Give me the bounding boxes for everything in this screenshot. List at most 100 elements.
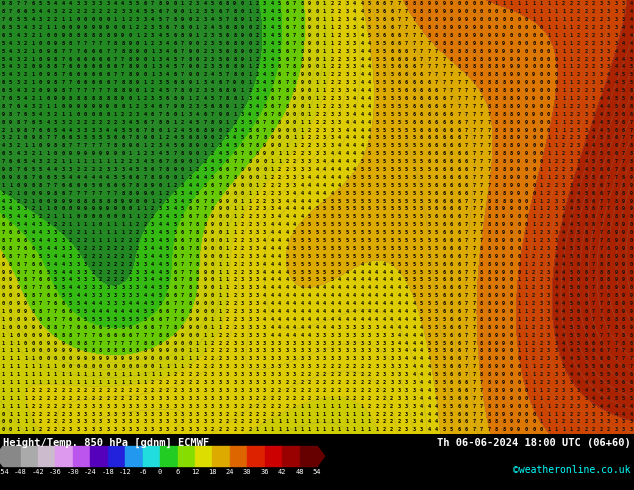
Text: 6: 6 <box>2 25 4 30</box>
Text: 1: 1 <box>330 17 333 22</box>
Text: 5: 5 <box>390 64 393 70</box>
Text: 5: 5 <box>435 325 438 330</box>
Text: 3: 3 <box>330 135 333 141</box>
Text: 3: 3 <box>301 159 304 164</box>
Text: 5: 5 <box>323 254 326 259</box>
Text: 4: 4 <box>398 293 401 298</box>
Text: 2: 2 <box>308 372 311 377</box>
Text: 3: 3 <box>285 183 288 188</box>
Text: 4: 4 <box>368 270 371 274</box>
Text: 2: 2 <box>577 412 580 416</box>
Text: 5: 5 <box>278 17 281 22</box>
Text: 6: 6 <box>435 88 438 93</box>
Text: 7: 7 <box>465 96 468 101</box>
Text: 1: 1 <box>16 388 20 393</box>
Text: 3: 3 <box>121 412 124 416</box>
Text: 8: 8 <box>495 88 498 93</box>
Text: 4: 4 <box>263 285 266 291</box>
Text: 5: 5 <box>353 254 356 259</box>
Text: 3: 3 <box>569 175 573 180</box>
Text: 0: 0 <box>517 412 521 416</box>
Text: 5: 5 <box>585 356 588 361</box>
Text: 3: 3 <box>271 372 274 377</box>
Text: 2: 2 <box>562 1 565 6</box>
Text: 9: 9 <box>457 25 460 30</box>
Text: 8: 8 <box>76 33 79 38</box>
Text: 9: 9 <box>510 41 513 46</box>
Text: 8: 8 <box>263 135 266 141</box>
Text: 8: 8 <box>196 135 199 141</box>
Text: 30: 30 <box>243 469 252 475</box>
Text: 8: 8 <box>301 25 304 30</box>
Text: 1: 1 <box>2 183 4 188</box>
Text: 1: 1 <box>316 427 318 432</box>
Text: 0: 0 <box>16 317 20 322</box>
Text: 6: 6 <box>278 80 281 85</box>
Text: 8: 8 <box>285 104 288 109</box>
Text: 4: 4 <box>360 64 363 70</box>
Text: 4: 4 <box>301 309 304 314</box>
Text: 1: 1 <box>540 183 543 188</box>
Text: 6: 6 <box>457 293 460 298</box>
Text: 4: 4 <box>346 285 349 291</box>
Text: 5: 5 <box>577 206 580 211</box>
Text: 2: 2 <box>24 49 27 53</box>
Text: 0: 0 <box>517 222 521 227</box>
Text: 9: 9 <box>502 348 505 353</box>
Text: 2: 2 <box>368 380 371 385</box>
Text: 2: 2 <box>585 88 588 93</box>
Text: 5: 5 <box>263 96 266 101</box>
Text: 4: 4 <box>398 333 401 338</box>
Text: 4: 4 <box>271 262 274 267</box>
Text: 6: 6 <box>99 49 102 53</box>
Text: 4: 4 <box>158 33 162 38</box>
Text: 3: 3 <box>346 80 349 85</box>
Text: 9: 9 <box>622 301 625 306</box>
Text: 3: 3 <box>256 333 259 338</box>
Text: 3: 3 <box>308 167 311 172</box>
Text: 7: 7 <box>143 127 146 132</box>
Text: 0: 0 <box>510 364 513 369</box>
Text: 2: 2 <box>592 33 595 38</box>
Text: 4: 4 <box>375 277 378 282</box>
Text: 3: 3 <box>293 364 296 369</box>
Text: 7: 7 <box>181 285 184 291</box>
Text: 4: 4 <box>46 120 49 124</box>
Text: 5: 5 <box>405 135 408 141</box>
Text: 6: 6 <box>188 214 191 220</box>
Text: 2: 2 <box>54 159 57 164</box>
Text: 3: 3 <box>241 112 244 117</box>
Text: 5: 5 <box>390 143 393 148</box>
Text: 9: 9 <box>502 238 505 243</box>
Text: 2: 2 <box>390 404 393 409</box>
Text: 5: 5 <box>398 175 401 180</box>
Text: 9: 9 <box>472 25 476 30</box>
Text: 9: 9 <box>188 317 191 322</box>
Text: 8: 8 <box>502 427 505 432</box>
Text: 1: 1 <box>517 285 521 291</box>
Text: 2: 2 <box>316 380 318 385</box>
Text: 9: 9 <box>151 183 154 188</box>
Text: 7: 7 <box>435 80 438 85</box>
Text: 3: 3 <box>91 293 94 298</box>
Text: 5: 5 <box>427 191 430 196</box>
Text: 9: 9 <box>614 262 618 267</box>
Text: 9: 9 <box>113 33 117 38</box>
Text: 7: 7 <box>614 159 618 164</box>
Text: 4: 4 <box>427 412 430 416</box>
Text: 8: 8 <box>435 25 438 30</box>
Text: 0: 0 <box>540 135 543 141</box>
Text: 2: 2 <box>330 88 333 93</box>
Text: 5: 5 <box>390 175 393 180</box>
Text: 7: 7 <box>488 183 491 188</box>
Text: 2: 2 <box>547 222 550 227</box>
Text: 5: 5 <box>285 254 288 259</box>
Text: 5: 5 <box>398 88 401 93</box>
Text: 8: 8 <box>54 49 57 53</box>
Text: 1: 1 <box>181 1 184 6</box>
Text: 7: 7 <box>480 238 483 243</box>
Text: 1: 1 <box>46 104 49 109</box>
Text: 5: 5 <box>338 238 341 243</box>
Text: 5: 5 <box>323 262 326 267</box>
Text: 7: 7 <box>188 230 191 235</box>
